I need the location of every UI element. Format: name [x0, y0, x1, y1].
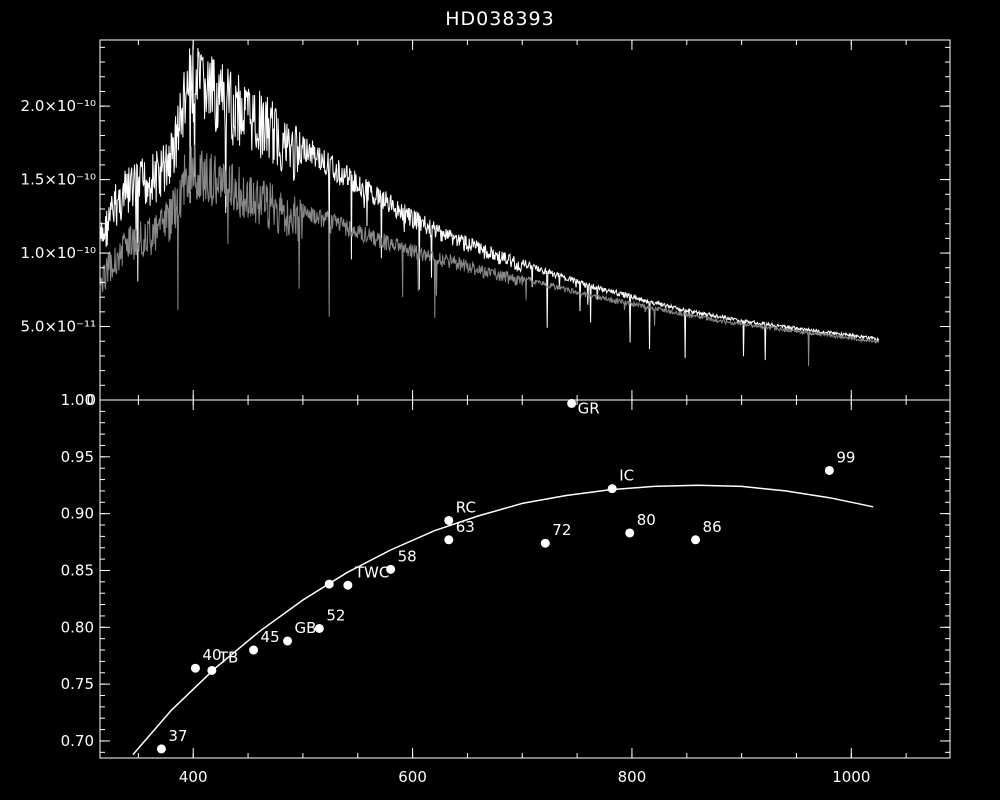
data-point — [343, 580, 353, 590]
data-point-label: 80 — [637, 511, 656, 529]
ratio-ytick-label: 1.00 — [61, 391, 94, 409]
data-point-label: 40 — [202, 646, 221, 664]
ratio-xtick-label: 1000 — [832, 768, 870, 786]
data-point — [607, 484, 617, 494]
ratio-ytick-label: 0.90 — [61, 505, 94, 523]
ratio-panel: 400 600 800 10000.700.750.800.850.900.951.0… — [61, 391, 951, 786]
data-point — [444, 515, 454, 525]
data-point-label: 52 — [326, 606, 345, 624]
data-point — [386, 564, 396, 574]
ratio-ytick-label: 0.85 — [61, 561, 94, 579]
data-point — [824, 465, 834, 475]
data-point-label: 72 — [552, 521, 571, 539]
spectrum-ytick-label: 1.5×10⁻¹⁰ — [21, 171, 96, 189]
data-point — [314, 623, 324, 633]
spectrum-panel: 0 5.0×10⁻¹¹ 1.0×10⁻¹⁰ 1.5×10⁻¹⁰ 2.0×10⁻¹⁰ — [21, 39, 951, 409]
spectrum-ytick-label: 5.0×10⁻¹¹ — [21, 318, 96, 336]
spectrum-series-2 — [99, 144, 879, 367]
data-point — [540, 538, 550, 548]
chart-title: HD038393 — [445, 8, 555, 30]
data-point-label: TB — [218, 648, 238, 666]
data-point-label: 99 — [836, 448, 855, 466]
data-point — [625, 528, 635, 538]
spectrum-ytick-label: 2.0×10⁻¹⁰ — [21, 97, 96, 115]
ratio-xtick-label: 400 — [179, 768, 208, 786]
ratio-xtick-label: 800 — [618, 768, 647, 786]
spectrum-ytick-label: 0 — [86, 391, 96, 409]
data-point-label: GR — [578, 399, 600, 417]
data-point-label: TWC — [354, 563, 389, 581]
ratio-ytick-label: 0.75 — [61, 675, 94, 693]
fit-curve — [132, 484, 874, 756]
data-point — [249, 645, 259, 655]
data-point-label: RC — [456, 498, 476, 516]
data-point — [156, 744, 166, 754]
data-point — [324, 579, 334, 589]
ratio-ytick-label: 0.80 — [61, 618, 94, 636]
data-point — [444, 535, 454, 545]
ratio-ytick-label: 0.95 — [61, 448, 94, 466]
data-point-label: IC — [619, 467, 634, 485]
data-point — [691, 535, 701, 545]
data-point — [207, 665, 217, 675]
data-point-label: 45 — [261, 628, 280, 646]
ratio-frame — [99, 399, 951, 759]
ratio-xtick-label: 600 — [398, 768, 427, 786]
data-point-label: 86 — [703, 518, 722, 536]
data-point-label: 37 — [168, 727, 187, 745]
data-point-label: 58 — [398, 547, 417, 565]
data-point — [190, 663, 200, 673]
data-point — [283, 636, 293, 646]
data-point — [567, 398, 577, 408]
spectrum-series-1 — [99, 44, 880, 361]
data-point-label: GB — [295, 619, 317, 637]
data-point-label: 63 — [456, 518, 475, 536]
spectrum-ytick-label: 1.0×10⁻¹⁰ — [21, 244, 96, 262]
ratio-ytick-label: 0.70 — [61, 732, 94, 750]
